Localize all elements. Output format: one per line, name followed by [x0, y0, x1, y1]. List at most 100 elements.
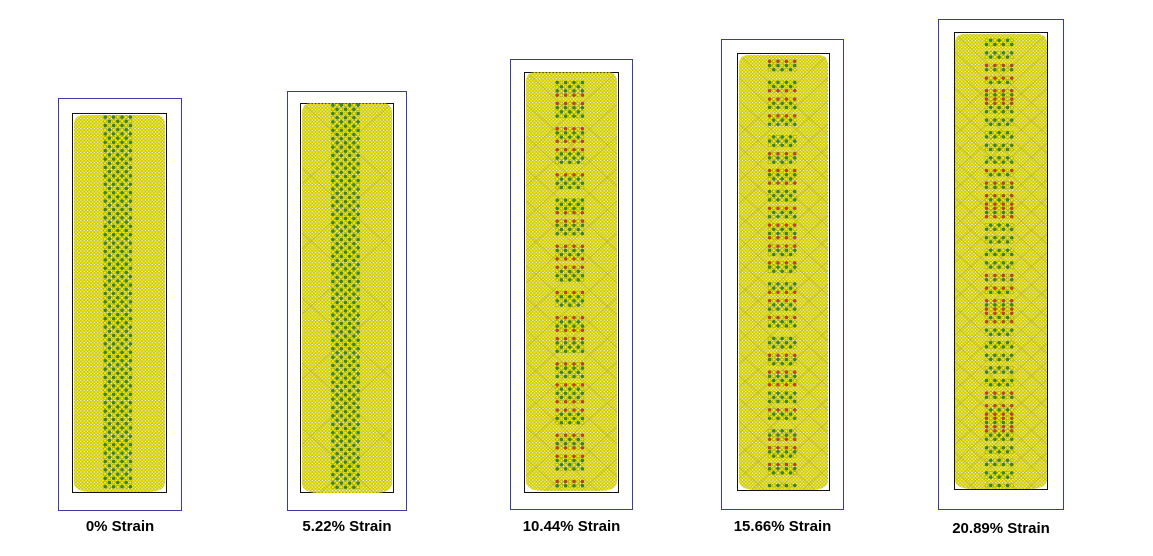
core-atom [572, 160, 576, 165]
core-atom [988, 345, 993, 349]
core-atom [1009, 433, 1014, 437]
core-atom [559, 391, 564, 396]
core-atom [352, 367, 356, 372]
core-atom [331, 170, 335, 175]
core-atom [120, 174, 124, 178]
core-atom [103, 459, 107, 464]
core-atom [559, 273, 564, 278]
core-atom [767, 261, 772, 265]
core-atom [331, 124, 335, 128]
core-atom [767, 160, 772, 164]
core-atom [1001, 429, 1006, 433]
core-atom [788, 307, 793, 311]
core-atom [568, 303, 572, 307]
core-atom [563, 185, 568, 190]
core-atom [111, 342, 116, 346]
core-atom [116, 249, 120, 254]
core-atom [563, 114, 568, 118]
core-atom [776, 227, 780, 232]
core-atom [356, 195, 360, 200]
core-atom [767, 290, 772, 295]
core-atom [559, 152, 564, 156]
slip-trace [739, 466, 828, 490]
core-atom [356, 241, 360, 246]
core-atom [120, 472, 124, 476]
core-atom [111, 216, 116, 220]
core-atom [331, 187, 335, 191]
core-atom [120, 371, 124, 376]
core-atom [772, 193, 776, 198]
core-atom [772, 210, 776, 215]
core-atom [568, 341, 572, 345]
core-atom [343, 187, 348, 191]
core-atom [343, 128, 348, 133]
core-atom [128, 165, 133, 170]
core-atom [116, 279, 120, 283]
core-atom [993, 273, 997, 278]
core-atom [339, 477, 344, 481]
core-atom [347, 141, 352, 145]
core-atom [788, 391, 793, 395]
core-atom [116, 207, 120, 212]
core-atom [347, 317, 352, 322]
core-atom [784, 231, 789, 236]
core-atom [780, 298, 784, 303]
core-atom [343, 430, 348, 435]
core-atom [563, 437, 568, 442]
core-atom [343, 418, 348, 422]
core-atom [576, 223, 580, 228]
core-atom [988, 248, 993, 253]
core-atom [563, 173, 568, 177]
core-atom [111, 132, 116, 136]
core-atom [767, 223, 772, 227]
core-atom [356, 380, 360, 385]
core-atom [767, 177, 772, 181]
core-atom [784, 210, 789, 215]
core-atom [576, 336, 580, 341]
core-atom [1005, 185, 1010, 190]
core-atom [993, 458, 997, 463]
core-atom [1001, 265, 1006, 269]
core-atom [988, 357, 993, 362]
core-atom [331, 405, 335, 410]
core-atom [111, 388, 116, 392]
core-atom [788, 357, 793, 362]
core-atom [116, 396, 120, 401]
core-atom [347, 388, 352, 393]
core-atom [103, 203, 107, 208]
core-atom [116, 405, 120, 409]
core-atom [559, 252, 564, 257]
core-atom [780, 177, 784, 181]
core-atom [793, 223, 797, 227]
core-atom [572, 454, 576, 459]
core-atom [343, 141, 348, 145]
core-atom [776, 307, 780, 311]
core-atom [767, 231, 772, 236]
core-atom [124, 379, 128, 384]
core-atom [993, 210, 997, 215]
core-atom [120, 350, 124, 355]
core-atom [128, 295, 133, 300]
core-atom [568, 185, 572, 190]
core-atom [124, 308, 128, 313]
core-atom [116, 388, 120, 392]
core-atom [352, 355, 356, 359]
core-atom [988, 319, 993, 324]
core-atom [1009, 445, 1014, 450]
core-atom [111, 350, 116, 355]
core-atom [111, 127, 116, 132]
core-atom [1009, 76, 1014, 80]
core-atom [788, 408, 793, 412]
core-atom [988, 38, 993, 43]
core-atom [568, 412, 572, 417]
core-atom [331, 246, 335, 250]
core-atom [997, 42, 1001, 47]
core-atom [780, 231, 784, 236]
core-atom [772, 101, 776, 106]
core-atom [331, 468, 335, 473]
core-atom [1001, 93, 1006, 97]
core-atom [103, 241, 107, 245]
core-atom [988, 395, 993, 400]
core-atom [984, 185, 989, 190]
core-atom [352, 216, 356, 221]
